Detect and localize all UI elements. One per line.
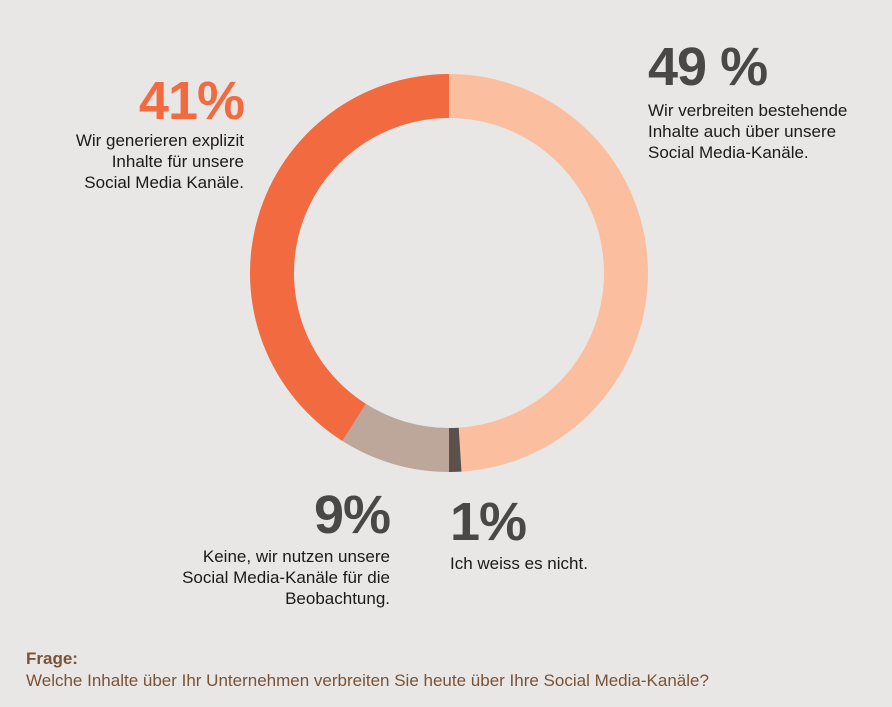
pct-label-49: 49 % bbox=[648, 37, 768, 97]
label-block-1: 1% Ich weiss es nicht. bbox=[450, 495, 670, 574]
donut-slice-9 bbox=[342, 403, 449, 472]
label-block-9: 9% Keine, wir nutzen unsere Social Media… bbox=[110, 485, 391, 609]
desc-line: Social Media Kanäle. bbox=[84, 173, 244, 192]
desc-line: Keine, wir nutzen unsere bbox=[202, 547, 390, 566]
desc-line: Social Media-Kanäle für die bbox=[182, 568, 390, 587]
donut-slice-49 bbox=[449, 74, 649, 472]
label-block-49: 49 % Wir verbreiten bestehende Inhalte a… bbox=[648, 40, 888, 163]
desc-line: Ich weiss es nicht. bbox=[450, 554, 588, 573]
question-label: Frage: bbox=[26, 649, 78, 668]
desc-label-1: Ich weiss es nicht. bbox=[450, 553, 670, 574]
pct-label-9: 9% bbox=[313, 485, 391, 545]
pct-label-1: 1% bbox=[450, 492, 527, 552]
desc-line: Wir verbreiten bestehende bbox=[648, 101, 848, 120]
desc-label-41: Wir generieren explizit Inhalte für unse… bbox=[0, 130, 244, 193]
desc-line: Wir generieren explizit bbox=[75, 131, 244, 150]
question-footer: Frage: Welche Inhalte über Ihr Unternehm… bbox=[26, 648, 886, 692]
desc-line: Social Media-Kanäle. bbox=[648, 143, 809, 162]
desc-line: Inhalte auch über unsere bbox=[648, 122, 837, 141]
desc-label-49: Wir verbreiten bestehende Inhalte auch ü… bbox=[648, 100, 888, 163]
donut-slice-41 bbox=[249, 74, 449, 442]
label-block-41: 41% Wir generieren explizit Inhalte für … bbox=[0, 71, 245, 193]
question-text: Welche Inhalte über Ihr Unternehmen verb… bbox=[26, 671, 709, 690]
desc-label-9: Keine, wir nutzen unsere Social Media-Ka… bbox=[110, 546, 390, 609]
donut-slice-1 bbox=[449, 427, 462, 472]
desc-line: Beobachtung. bbox=[285, 589, 390, 608]
desc-line: Inhalte für unsere bbox=[111, 152, 244, 171]
pct-label-41: 41% bbox=[138, 71, 245, 131]
